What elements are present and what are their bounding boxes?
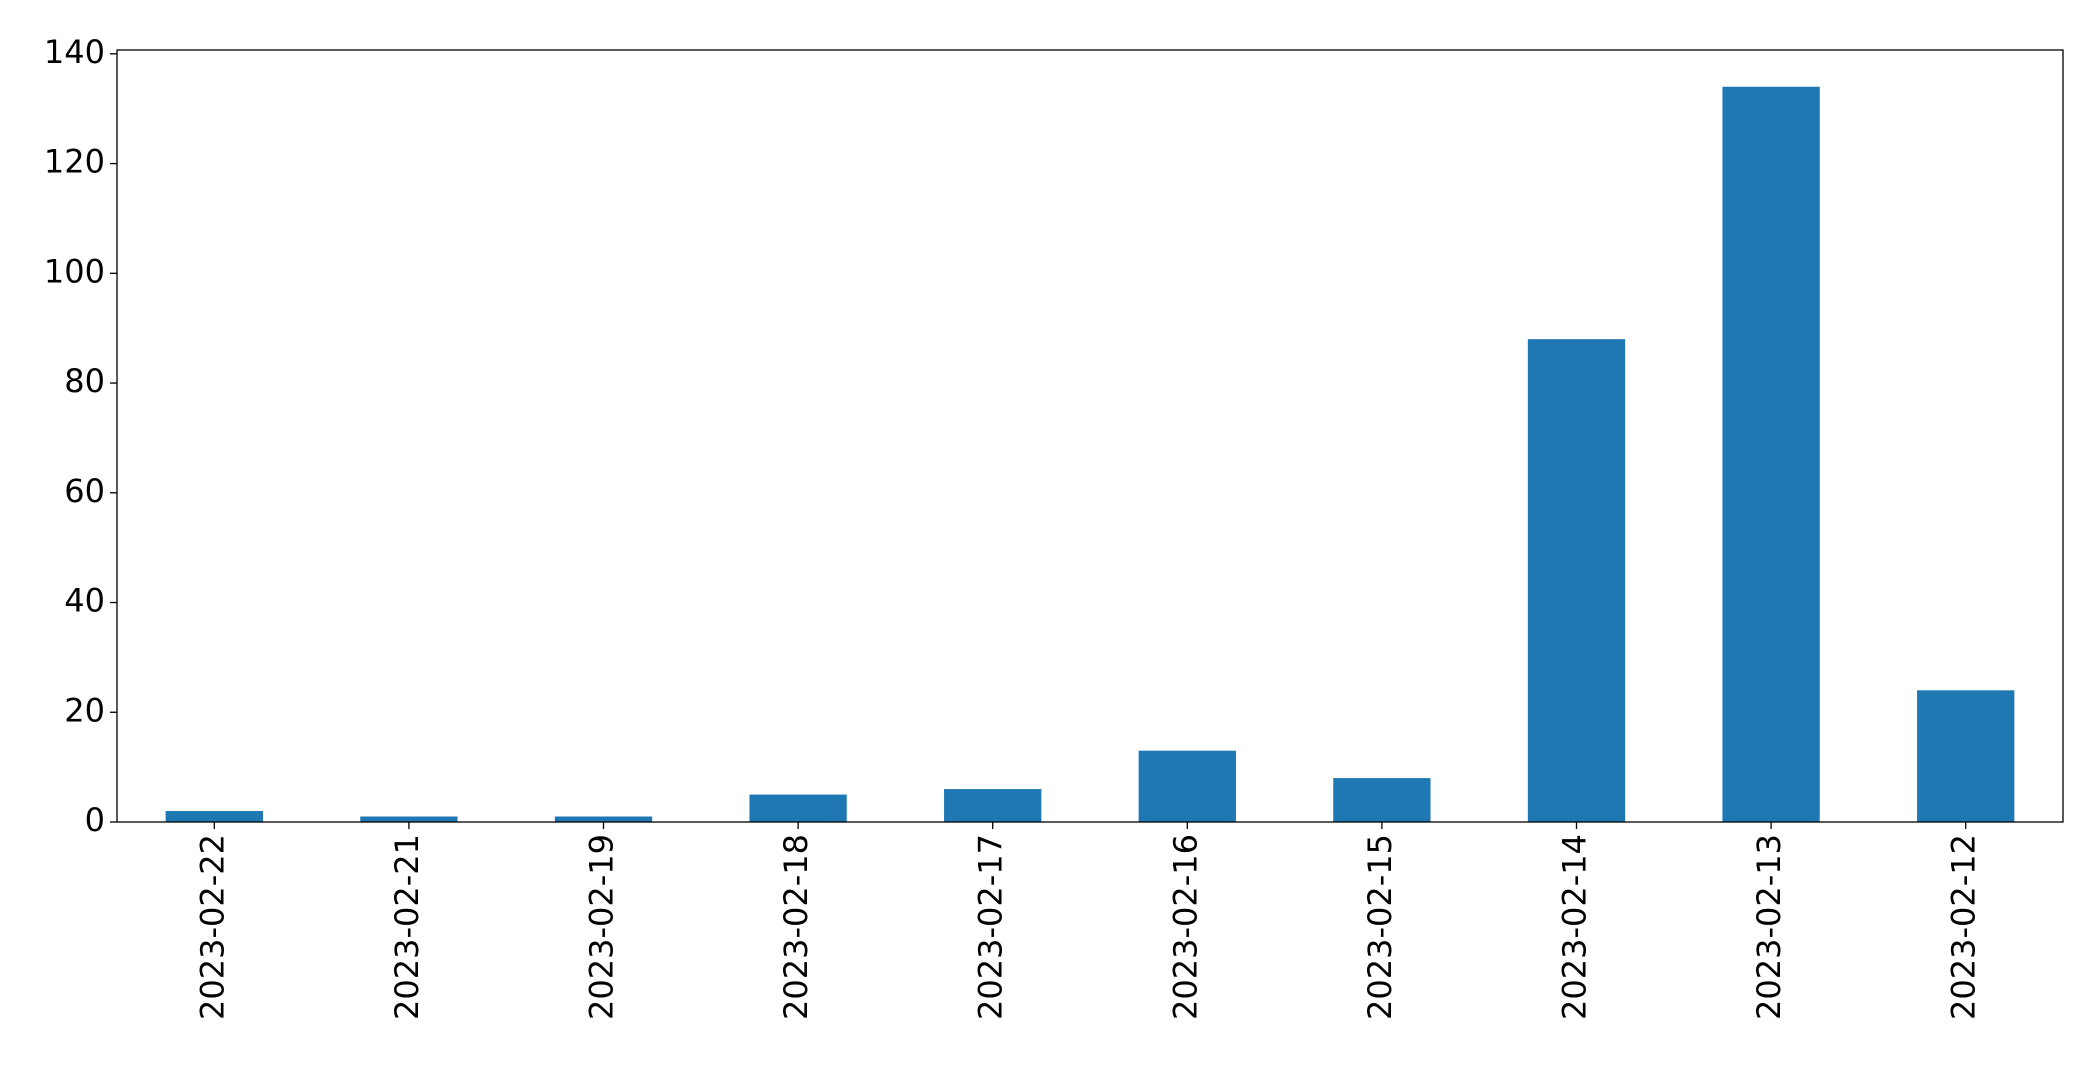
x-tick-label: 2023-02-22: [193, 834, 231, 1020]
x-tick-label: 2023-02-14: [1556, 834, 1594, 1020]
x-tick-label: 2023-02-16: [1166, 834, 1204, 1020]
y-tick-label: 80: [64, 362, 105, 400]
bar: [1917, 690, 2015, 822]
bar: [554, 816, 653, 822]
bar: [1527, 339, 1626, 822]
bar: [1333, 778, 1431, 822]
y-tick-label: 20: [64, 691, 105, 729]
bar: [1722, 86, 1820, 822]
x-tick-label: 2023-02-12: [1945, 834, 1983, 1020]
y-tick-label: 60: [64, 472, 105, 510]
plot-frame: [116, 49, 2064, 823]
x-tick-label: 2023-02-17: [972, 834, 1010, 1020]
x-tick-label: 2023-02-21: [388, 834, 426, 1020]
bar: [749, 794, 847, 822]
bar: [165, 811, 263, 822]
bar: [944, 789, 1042, 822]
bar: [1138, 750, 1236, 822]
y-tick-label: 100: [44, 252, 105, 290]
bar: [360, 816, 458, 822]
x-tick-label: 2023-02-13: [1750, 834, 1788, 1020]
y-tick-label: 120: [44, 143, 105, 181]
x-tick-label: 2023-02-19: [583, 834, 621, 1020]
y-tick-label: 140: [44, 33, 105, 71]
x-tick-label: 2023-02-15: [1361, 834, 1399, 1020]
x-tick-label: 2023-02-18: [777, 834, 815, 1020]
y-tick-label: 0: [85, 801, 105, 839]
y-tick-label: 40: [64, 582, 105, 620]
